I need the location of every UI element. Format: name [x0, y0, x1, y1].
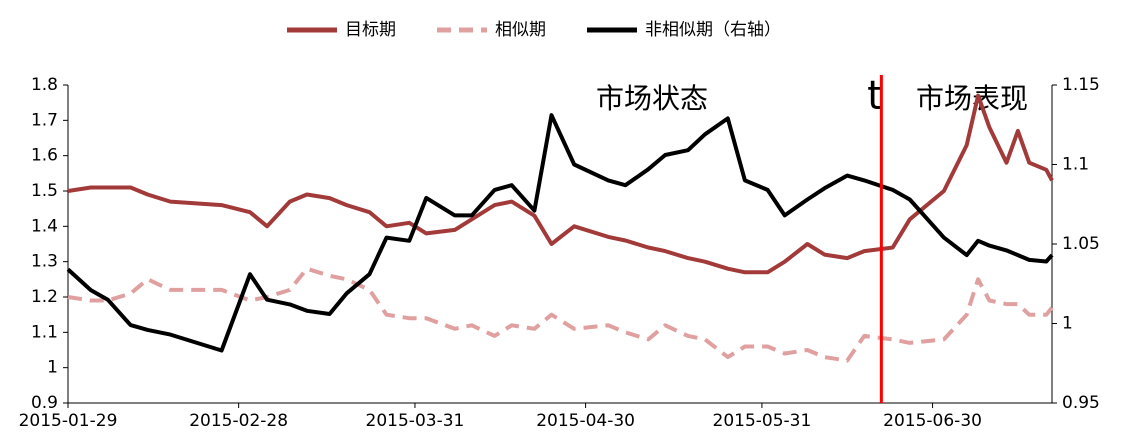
- annotation: t: [867, 73, 883, 119]
- y-tick-label: 1.8: [31, 75, 58, 95]
- y-tick-label: 1.1: [31, 322, 58, 342]
- legend-label: 目标期: [345, 20, 396, 40]
- y-tick-label: 1.5: [31, 181, 58, 201]
- y2-tick-label: 1: [1062, 314, 1073, 334]
- legend-label: 相似期: [495, 20, 546, 40]
- annotation: 市场状态: [596, 82, 708, 115]
- y-tick-label: 1: [47, 358, 58, 378]
- series-line: [66, 113, 1054, 353]
- y2-tick-label: 1.15: [1062, 75, 1100, 95]
- y-tick-label: 1.4: [31, 216, 58, 236]
- y-tick-label: 1.2: [31, 287, 58, 307]
- y-tick-label: 1.7: [31, 110, 58, 130]
- x-tick-label: 2015-05-31: [713, 411, 812, 431]
- x-tick-label: 2015-03-31: [366, 411, 465, 431]
- x-tick-label: 2015-02-28: [189, 411, 288, 431]
- x-tick-label: 2015-06-30: [883, 411, 982, 431]
- y-tick-label: 0.9: [31, 393, 58, 413]
- series-line: [67, 93, 1054, 275]
- y2-tick-label: 1.1: [1062, 155, 1089, 175]
- legend-label: 非相似期（右轴）: [645, 20, 781, 40]
- y2-tick-label: 0.95: [1062, 393, 1100, 413]
- x-tick-label: 2015-01-29: [19, 411, 118, 431]
- y-tick-label: 1.3: [31, 252, 58, 272]
- annotation: 市场表现: [916, 82, 1028, 115]
- y2-tick-label: 1.05: [1062, 234, 1100, 254]
- x-tick-label: 2015-04-30: [536, 411, 635, 431]
- y-tick-label: 1.6: [31, 146, 58, 166]
